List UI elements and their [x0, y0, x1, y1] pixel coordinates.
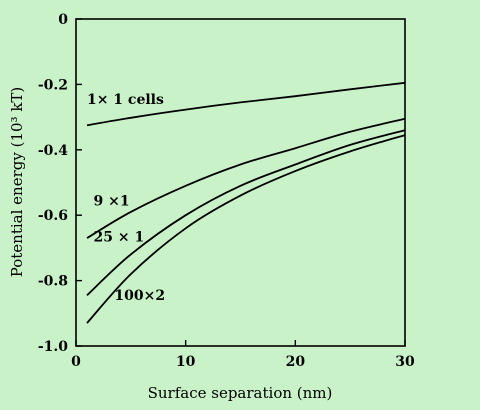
series-labels: 1× 1 cells 9 ×1 25 × 1 100×2 — [87, 92, 165, 304]
x-tick-label: 20 — [286, 354, 306, 370]
series-lines — [86, 81, 406, 324]
x-tick-label: 0 — [71, 354, 81, 370]
series-line-3 — [86, 134, 406, 324]
series-label-2: 25 × 1 — [94, 229, 145, 245]
series-label-1: 9 ×1 — [94, 193, 130, 209]
series-line-0 — [86, 81, 406, 127]
x-axis-title: Surface separation (nm) — [148, 384, 333, 402]
series-line-1 — [86, 117, 406, 239]
plot-frame — [75, 18, 406, 347]
y-tick-label: 0 — [58, 12, 68, 28]
tick-labels: 0 10 20 30 0 -0.2 -0.4 -0.6 -0.8 -1.0 — [38, 12, 415, 370]
x-tick-label: 30 — [395, 354, 415, 370]
series-label-0: 1× 1 cells — [87, 92, 164, 108]
y-tick-label: -1.0 — [38, 339, 68, 355]
y-tick-label: -0.8 — [38, 274, 68, 290]
y-tick-label: -0.4 — [38, 143, 68, 159]
series-label-3: 100×2 — [114, 288, 165, 304]
axis-ticks — [75, 18, 406, 347]
y-tick-label: -0.6 — [38, 208, 68, 224]
series-line-2 — [86, 129, 406, 296]
x-tick-label: 10 — [176, 354, 196, 370]
y-axis-title: Potential energy (10³ kT) — [8, 87, 26, 278]
y-tick-label: -0.2 — [38, 77, 68, 93]
